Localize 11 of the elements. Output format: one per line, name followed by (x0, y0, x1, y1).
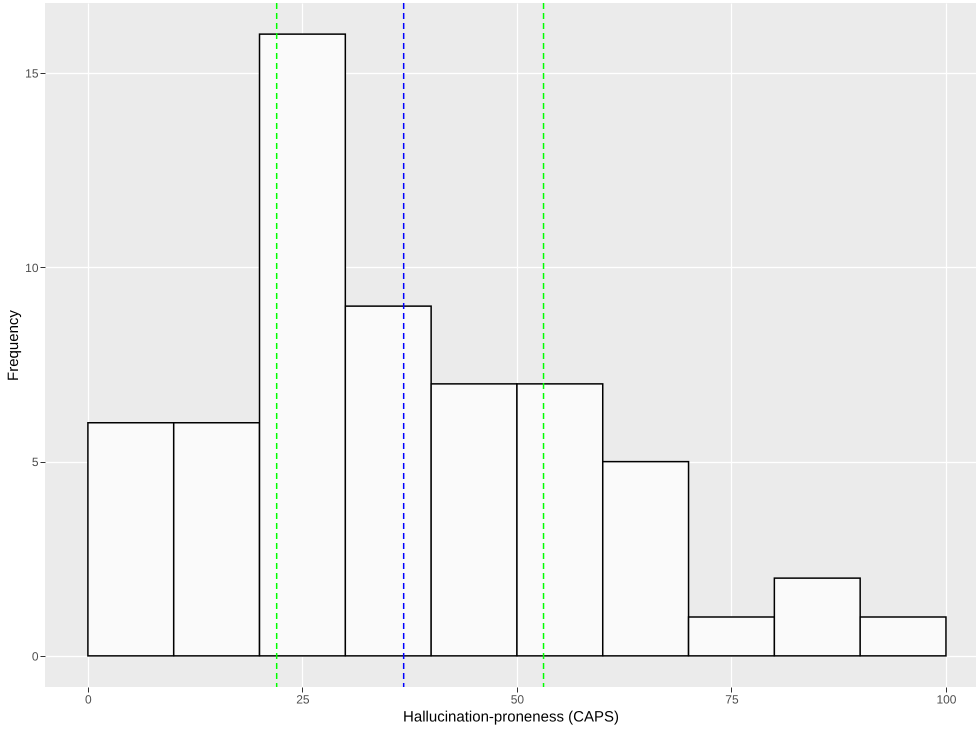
y-tick-label: 10 (25, 260, 39, 275)
y-tick-label: 5 (32, 455, 39, 470)
y-tick-label: 0 (32, 649, 39, 664)
y-tick-label: 15 (25, 66, 39, 80)
x-tick-label: 50 (510, 692, 524, 706)
x-axis-title: Hallucination-proneness (CAPS) (403, 708, 619, 726)
x-tick-label: 25 (296, 692, 310, 706)
x-tick-label: 75 (725, 692, 739, 706)
x-tick-label: 100 (936, 692, 957, 706)
x-tick-label: 0 (85, 692, 92, 706)
y-axis-title: Frequency (5, 310, 22, 381)
